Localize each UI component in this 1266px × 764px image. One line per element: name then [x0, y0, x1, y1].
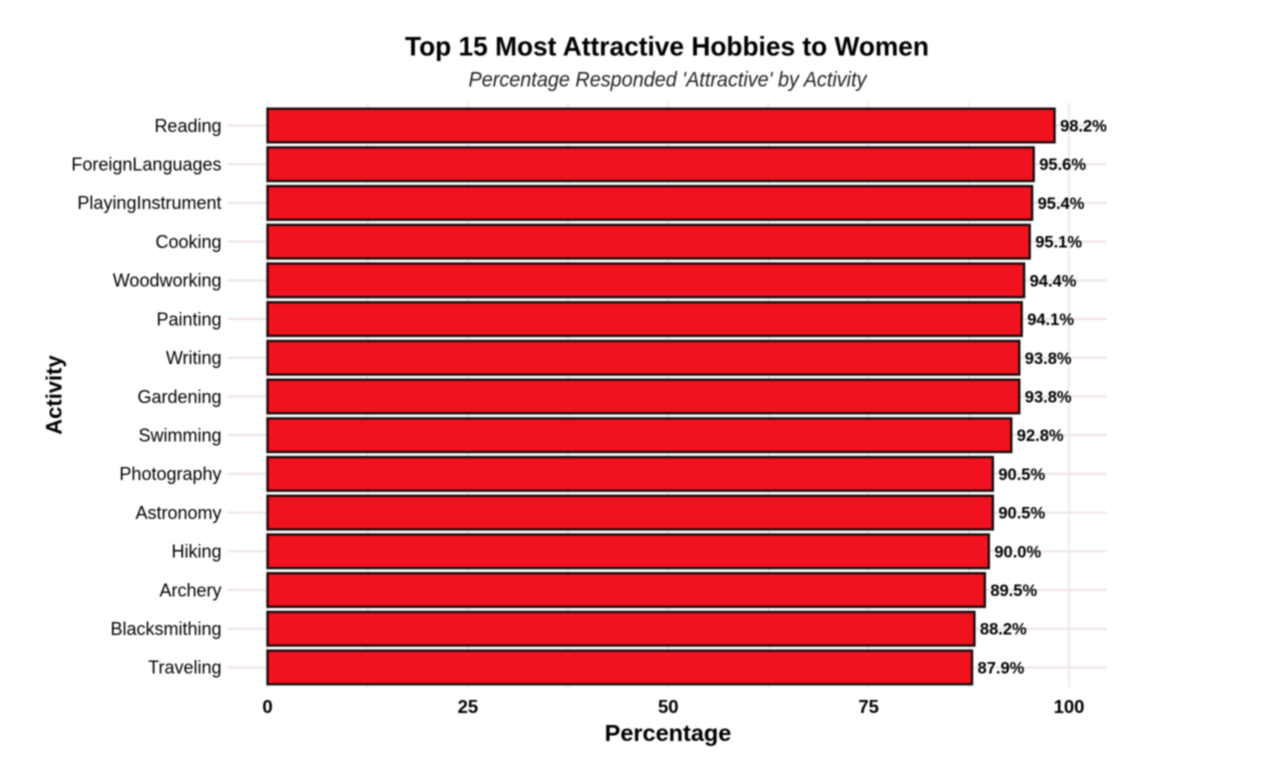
svg-text:Cooking: Cooking [155, 232, 221, 252]
svg-text:Swimming: Swimming [138, 425, 221, 445]
svg-text:89.5%: 89.5% [990, 582, 1037, 600]
svg-text:ForeignLanguages: ForeignLanguages [71, 155, 221, 175]
svg-text:92.8%: 92.8% [1017, 427, 1064, 445]
svg-text:Reading: Reading [154, 116, 221, 136]
svg-text:94.1%: 94.1% [1027, 311, 1074, 329]
svg-text:87.9%: 87.9% [978, 659, 1025, 677]
svg-text:94.4%: 94.4% [1030, 272, 1077, 290]
svg-text:93.8%: 93.8% [1025, 350, 1072, 368]
svg-text:0: 0 [262, 696, 272, 717]
svg-text:Activity: Activity [42, 355, 67, 435]
svg-text:98.2%: 98.2% [1060, 118, 1107, 136]
svg-text:Gardening: Gardening [137, 387, 221, 407]
svg-text:Traveling: Traveling [148, 658, 221, 678]
svg-text:75: 75 [858, 696, 879, 717]
svg-text:90.0%: 90.0% [994, 543, 1041, 561]
svg-text:50: 50 [658, 696, 679, 717]
svg-text:Writing: Writing [166, 348, 222, 368]
svg-text:PlayingInstrument: PlayingInstrument [77, 193, 221, 213]
svg-text:Hiking: Hiking [171, 542, 221, 562]
svg-text:Archery: Archery [159, 580, 221, 600]
svg-text:90.5%: 90.5% [998, 505, 1045, 523]
svg-text:Percentage: Percentage [605, 720, 732, 746]
svg-text:95.6%: 95.6% [1039, 156, 1086, 174]
svg-text:88.2%: 88.2% [980, 621, 1027, 639]
svg-text:100: 100 [1054, 696, 1085, 717]
svg-text:95.4%: 95.4% [1038, 195, 1085, 213]
svg-text:95.1%: 95.1% [1035, 234, 1082, 252]
svg-text:Percentage Responded 'Attracti: Percentage Responded 'Attractive' by Act… [469, 67, 868, 91]
svg-text:Astronomy: Astronomy [135, 503, 221, 523]
svg-text:Photography: Photography [119, 464, 221, 484]
svg-text:25: 25 [458, 696, 479, 717]
svg-text:Woodworking: Woodworking [113, 271, 222, 291]
svg-text:93.8%: 93.8% [1025, 388, 1072, 406]
svg-text:Painting: Painting [156, 309, 221, 329]
svg-text:90.5%: 90.5% [998, 466, 1045, 484]
svg-text:Blacksmithing: Blacksmithing [110, 619, 221, 639]
svg-text:Top 15 Most Attractive Hobbies: Top 15 Most Attractive Hobbies to Women [405, 32, 929, 62]
